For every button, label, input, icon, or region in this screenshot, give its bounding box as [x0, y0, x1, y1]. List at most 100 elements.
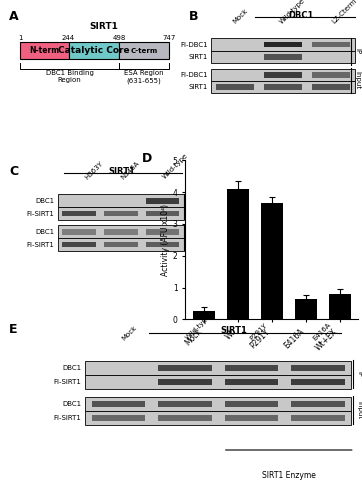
Bar — [85, 410, 351, 425]
Text: SIRT1: SIRT1 — [108, 166, 135, 175]
Text: DBC1: DBC1 — [63, 364, 82, 370]
Text: DBC1: DBC1 — [289, 11, 314, 20]
Bar — [227, 189, 249, 320]
Bar — [295, 298, 317, 320]
Bar — [62, 210, 96, 216]
Bar — [146, 210, 179, 216]
Text: DBC1 Binding
Region: DBC1 Binding Region — [46, 70, 93, 83]
Bar — [146, 229, 179, 234]
Text: IP: IP — [354, 48, 360, 54]
Bar — [62, 242, 96, 248]
Text: D: D — [142, 152, 152, 165]
Bar — [264, 72, 302, 78]
Bar — [225, 364, 278, 371]
Text: 244: 244 — [62, 34, 75, 40]
Bar — [58, 238, 184, 251]
Bar — [264, 84, 302, 90]
Text: H363Y: H363Y — [84, 160, 104, 180]
Text: FI-SIRT1: FI-SIRT1 — [54, 414, 82, 420]
Text: E: E — [9, 323, 17, 336]
Bar — [211, 51, 355, 63]
Text: Mock: Mock — [232, 8, 249, 25]
Text: Mock: Mock — [121, 324, 138, 341]
Text: SIRT1: SIRT1 — [89, 22, 118, 31]
Bar — [159, 364, 212, 371]
Bar — [216, 84, 254, 90]
Bar — [225, 414, 278, 421]
Text: B: B — [189, 10, 198, 22]
Text: FI-DBC1: FI-DBC1 — [180, 42, 208, 48]
Bar — [312, 72, 350, 78]
Text: Input: Input — [187, 228, 193, 246]
Bar — [225, 378, 278, 385]
Text: FI-SIRT1: FI-SIRT1 — [27, 242, 55, 248]
Text: FI-SIRT1: FI-SIRT1 — [54, 378, 82, 384]
Text: IP: IP — [357, 371, 362, 377]
Text: Input: Input — [357, 401, 362, 419]
Bar — [159, 400, 212, 407]
Bar — [291, 414, 345, 421]
Bar — [104, 210, 138, 216]
Bar — [261, 203, 283, 320]
Text: FI-DBC1: FI-DBC1 — [180, 72, 208, 78]
Bar — [58, 207, 184, 220]
Text: N-term: N-term — [29, 46, 59, 56]
Text: FI-SIRT1: FI-SIRT1 — [27, 210, 55, 216]
Bar — [58, 194, 184, 207]
Text: DBC1: DBC1 — [63, 400, 82, 406]
Text: P291Y: P291Y — [248, 322, 268, 341]
Bar — [264, 42, 302, 48]
Text: 498: 498 — [113, 34, 126, 40]
Text: SIRT1: SIRT1 — [189, 84, 208, 90]
Text: C: C — [9, 165, 18, 178]
Text: SIRT1: SIRT1 — [221, 326, 248, 336]
Bar — [92, 400, 145, 407]
Bar — [85, 396, 351, 410]
Text: DBC1: DBC1 — [35, 198, 55, 204]
Text: DBC1: DBC1 — [35, 229, 55, 235]
Text: 1: 1 — [18, 34, 22, 40]
Text: C-term: C-term — [130, 48, 158, 54]
Bar — [211, 68, 355, 81]
Bar — [159, 414, 212, 421]
Bar — [211, 38, 355, 51]
Bar — [312, 84, 350, 90]
Bar — [104, 242, 138, 248]
Text: Wild-type: Wild-type — [162, 152, 189, 180]
Bar — [62, 229, 96, 234]
Bar — [146, 198, 179, 203]
Text: Wild-type: Wild-type — [279, 0, 307, 25]
Text: E416A: E416A — [312, 321, 332, 341]
Text: Catalytic Core: Catalytic Core — [58, 46, 130, 56]
Bar — [146, 242, 179, 248]
Bar — [92, 414, 145, 421]
Bar — [291, 378, 345, 385]
Text: N346A: N346A — [120, 160, 141, 180]
Bar — [85, 374, 351, 389]
Bar — [20, 42, 68, 60]
Text: SIRT1 Enzyme: SIRT1 Enzyme — [262, 470, 316, 480]
Bar — [264, 54, 302, 60]
Bar — [159, 378, 212, 385]
Bar — [104, 229, 138, 234]
Bar — [291, 400, 345, 407]
Bar — [225, 400, 278, 407]
Bar — [119, 42, 169, 60]
Text: Input: Input — [354, 71, 360, 90]
Bar — [329, 294, 350, 320]
Text: Wild-type: Wild-type — [185, 314, 212, 341]
Text: LZ-Cterm: LZ-Cterm — [331, 0, 358, 25]
Bar — [291, 364, 345, 371]
Text: ESA Region
(631-655): ESA Region (631-655) — [124, 70, 164, 84]
Bar — [211, 81, 355, 94]
Bar — [68, 42, 119, 60]
Bar — [85, 360, 351, 374]
Text: 747: 747 — [162, 34, 176, 40]
Bar — [193, 312, 215, 320]
Bar — [312, 42, 350, 48]
Text: SIRT1: SIRT1 — [189, 54, 208, 60]
Bar — [58, 226, 184, 238]
Text: A: A — [9, 10, 19, 22]
Text: IP: IP — [187, 204, 193, 210]
Y-axis label: Activity (AFU x10⁴): Activity (AFU x10⁴) — [161, 204, 170, 276]
